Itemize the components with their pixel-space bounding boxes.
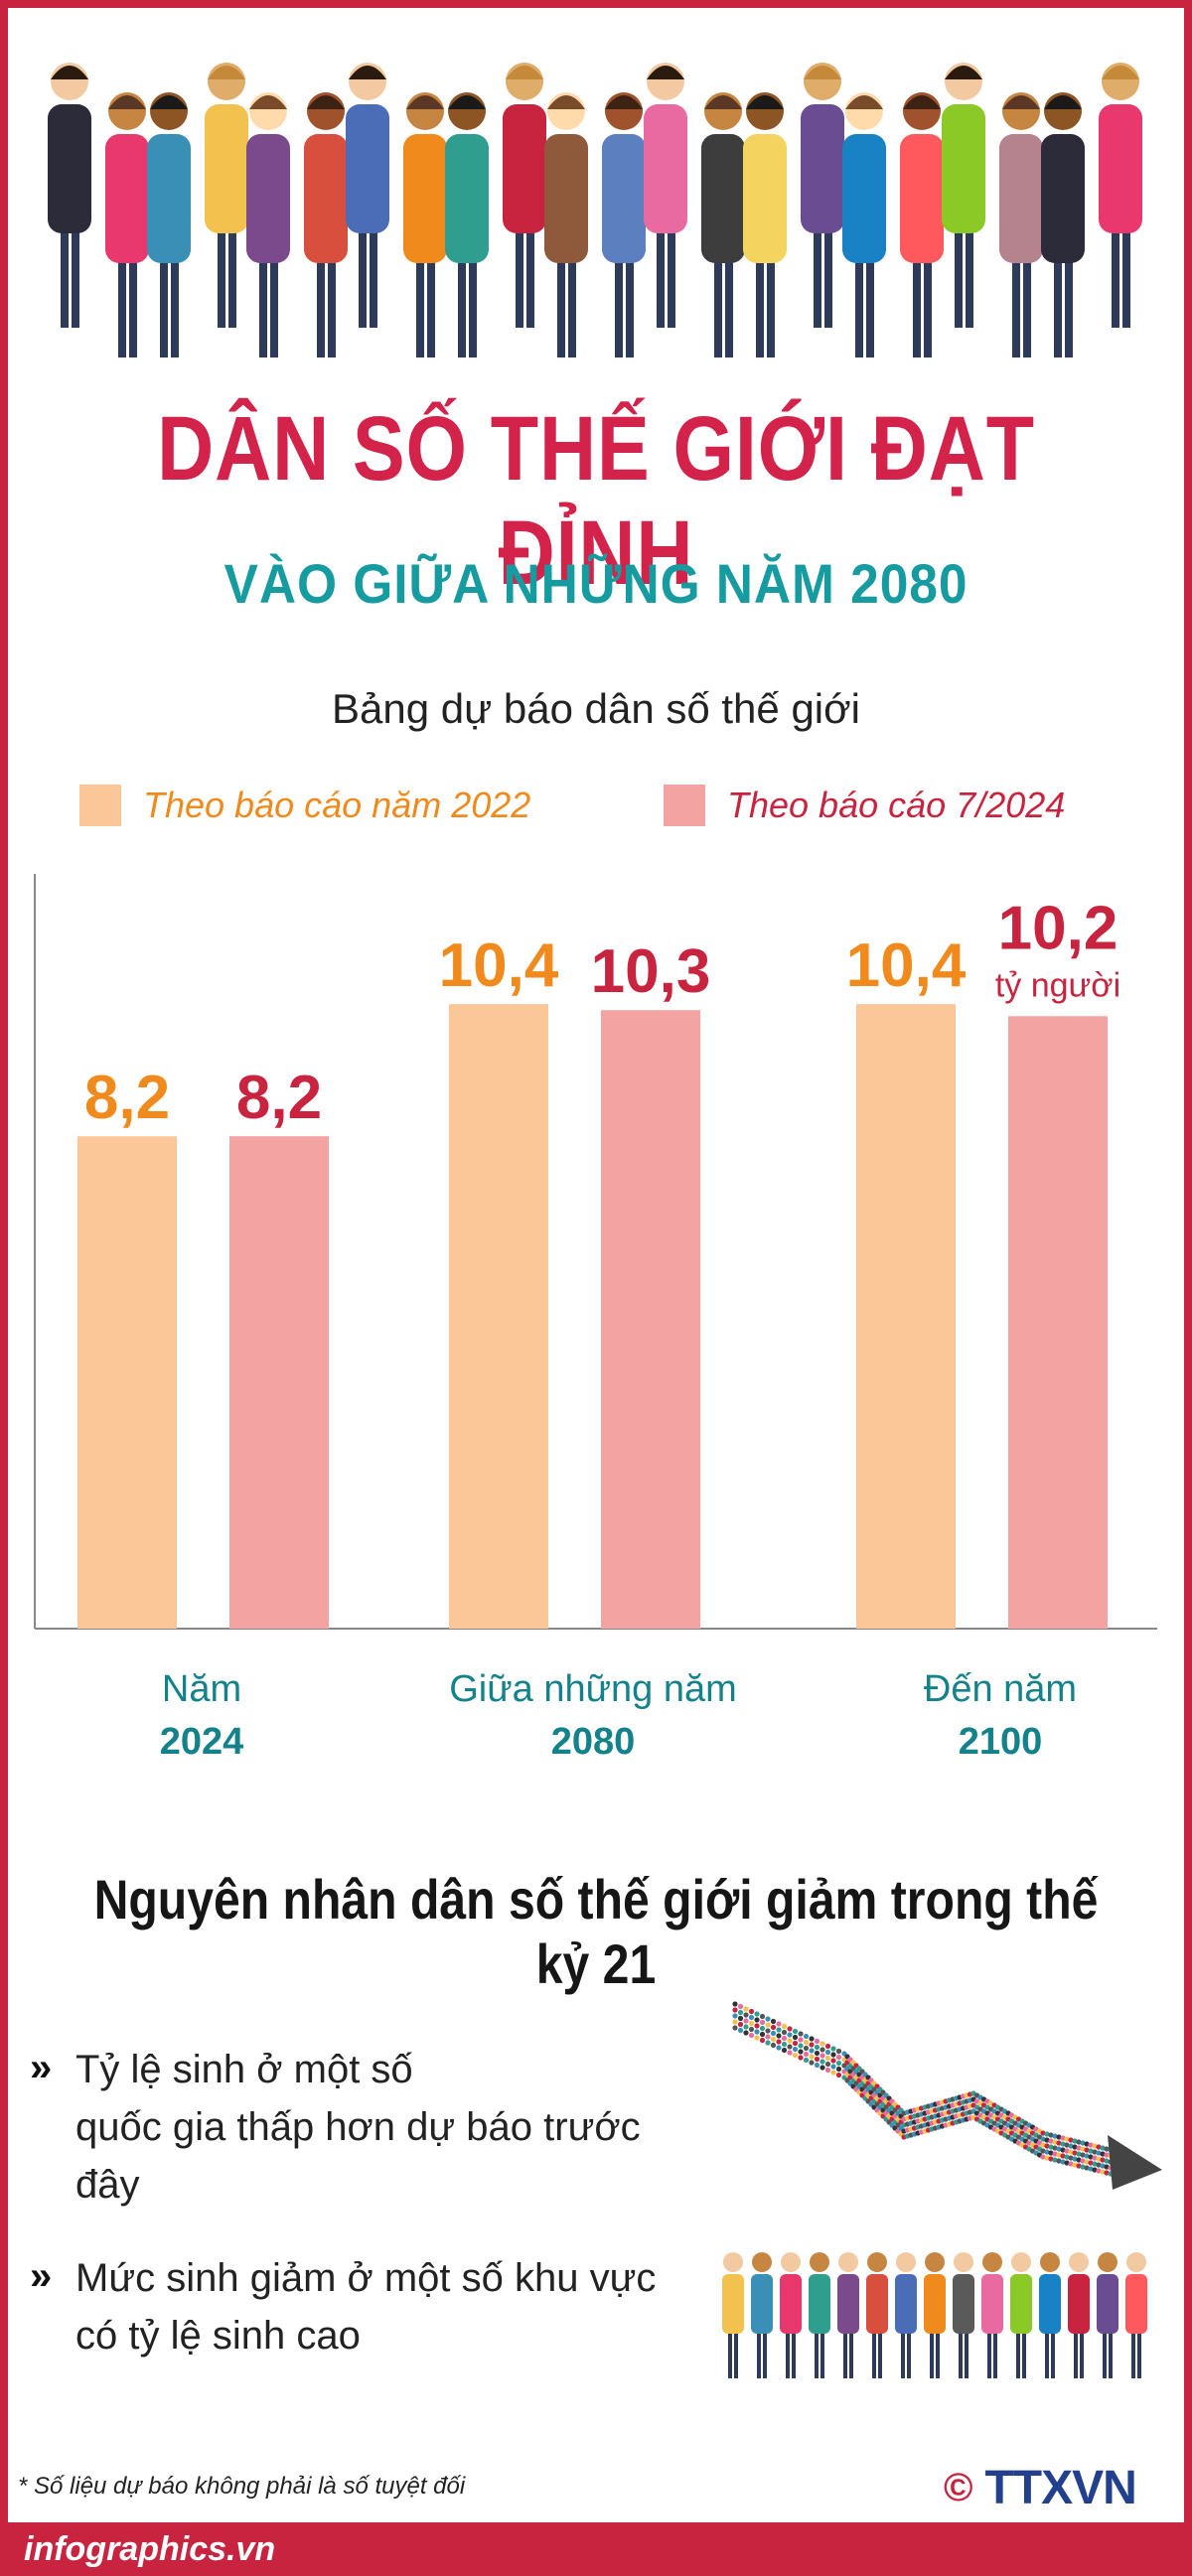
person-figure [503, 63, 546, 328]
person-figure [1010, 2252, 1032, 2378]
person-figure [644, 63, 687, 328]
person-figure [801, 63, 844, 328]
person-figure [809, 2252, 830, 2378]
data-label: 10,3 [591, 937, 711, 1006]
category-label: Giữa những năm [449, 1668, 737, 1710]
reason-line: quốc gia thấp hơn dự báo trước đây [75, 2105, 641, 2207]
reason-text: Tỷ lệ sinh ở một số quốc gia thấp hơn dự… [75, 2041, 711, 2214]
reason-text: Mức sinh giảm ở một số khu vực có tỷ lệ … [75, 2249, 711, 2364]
person-figure [1099, 63, 1142, 328]
section-title: Nguyên nhân dân số thế giới giảm trong t… [93, 1868, 1099, 1995]
data-label: 8,2 [236, 1064, 322, 1132]
reason-item: » Mức sinh giảm ở một số khu vực có tỷ l… [30, 2249, 711, 2364]
person-figure [1097, 2252, 1118, 2378]
person-figure [445, 92, 489, 358]
legend-label-2022: Theo báo cáo năm 2022 [143, 785, 531, 825]
person-figure [842, 92, 886, 358]
person-figure [942, 63, 985, 328]
footer-bar [0, 2522, 1192, 2576]
legend-item-2024: Theo báo cáo 7/2024 [664, 785, 1065, 826]
person-figure [780, 2252, 802, 2378]
reason-item: » Tỷ lệ sinh ở một số quốc gia thấp hơn … [30, 2041, 711, 2214]
downward-arrow-crowd-icon [732, 2001, 1162, 2190]
person-figure [205, 63, 248, 328]
person-figure [837, 2252, 859, 2378]
footer-site-link[interactable]: infographics.vn [24, 2530, 276, 2568]
chevron-double-right-icon: » [30, 2254, 53, 2298]
data-label: 10,2 [998, 894, 1118, 962]
data-label: 10,4 [846, 931, 967, 1000]
person-figure [304, 92, 348, 358]
ttxvn-logo: © TTXVN [944, 2461, 1137, 2515]
bar-2080-series-2 [601, 1010, 700, 1629]
person-figure [1041, 92, 1085, 358]
chart-title: Bảng dự báo dân số thế giới [331, 685, 861, 732]
person-figure [105, 92, 149, 358]
category-year: 2100 [958, 1721, 1043, 1763]
category-label: Đến năm [923, 1668, 1078, 1710]
legend-swatch-2022 [79, 785, 121, 826]
person-figure [346, 63, 389, 328]
category-year: 2080 [550, 1721, 636, 1763]
person-figure [722, 2252, 744, 2378]
crowd-group-icon [722, 2252, 1147, 2378]
person-figure [1068, 2252, 1090, 2378]
person-figure [701, 92, 745, 358]
legend-swatch-2024 [664, 785, 705, 826]
person-figure [981, 2252, 1003, 2378]
page-title: DÂN SỐ THẾ GIỚI ĐẠT ĐỈNH [157, 398, 1035, 604]
bar-2100-series-1 [856, 1004, 956, 1629]
legend-item-2022: Theo báo cáo năm 2022 [79, 785, 530, 826]
person-figure [999, 92, 1043, 358]
person-figure [924, 2252, 946, 2378]
person-figure [147, 92, 191, 358]
crowd-illustration [48, 63, 1142, 358]
person-figure [866, 2252, 888, 2378]
reason-line: Mức sinh giảm ở một số khu vực [75, 2256, 657, 2300]
unit-label: tỷ người [995, 966, 1120, 1004]
bar-2100-series-2 [1008, 1016, 1108, 1629]
logo-text: TTXVN [984, 2462, 1136, 2514]
person-figure [1125, 2252, 1147, 2378]
person-figure [48, 63, 91, 328]
footnote: * Số liệu dự báo không phải là số tuyệt … [18, 2473, 466, 2500]
person-figure [403, 92, 447, 358]
person-figure [900, 92, 944, 358]
category-label: Năm [161, 1668, 242, 1710]
chevron-double-right-icon: » [30, 2046, 53, 2089]
legend-label-2024: Theo báo cáo 7/2024 [727, 785, 1066, 825]
copyright-icon: © [944, 2466, 973, 2509]
page-subtitle: VÀO GIỮA NHỮNG NĂM 2080 [224, 552, 968, 615]
category-label-2100: Đến năm 2100 [851, 1668, 1149, 1764]
bar-2024-series-2 [229, 1136, 329, 1629]
reason-line: có tỷ lệ sinh cao [75, 2314, 361, 2358]
data-label: 8,2 [84, 1064, 170, 1132]
reason-line: Tỷ lệ sinh ở một số [75, 2048, 413, 2091]
bar-2024-series-1 [77, 1136, 177, 1629]
data-label: 10,4 [439, 931, 559, 1000]
category-label-2024: Năm 2024 [53, 1668, 351, 1764]
category-label-2080: Giữa những năm 2080 [444, 1668, 742, 1764]
bar-2080-series-1 [449, 1004, 548, 1629]
category-year: 2024 [159, 1721, 244, 1763]
person-figure [246, 92, 290, 358]
person-figure [751, 2252, 773, 2378]
person-figure [544, 92, 588, 358]
person-figure [953, 2252, 974, 2378]
person-figure [743, 92, 787, 358]
bar-chart: 8,2 10,4 10,4 8,2 10,3 10,2 tỷ người [34, 874, 1157, 1630]
arrow-head-icon [1108, 2135, 1162, 2190]
person-figure [1039, 2252, 1061, 2378]
person-figure [602, 92, 646, 358]
person-figure [895, 2252, 917, 2378]
